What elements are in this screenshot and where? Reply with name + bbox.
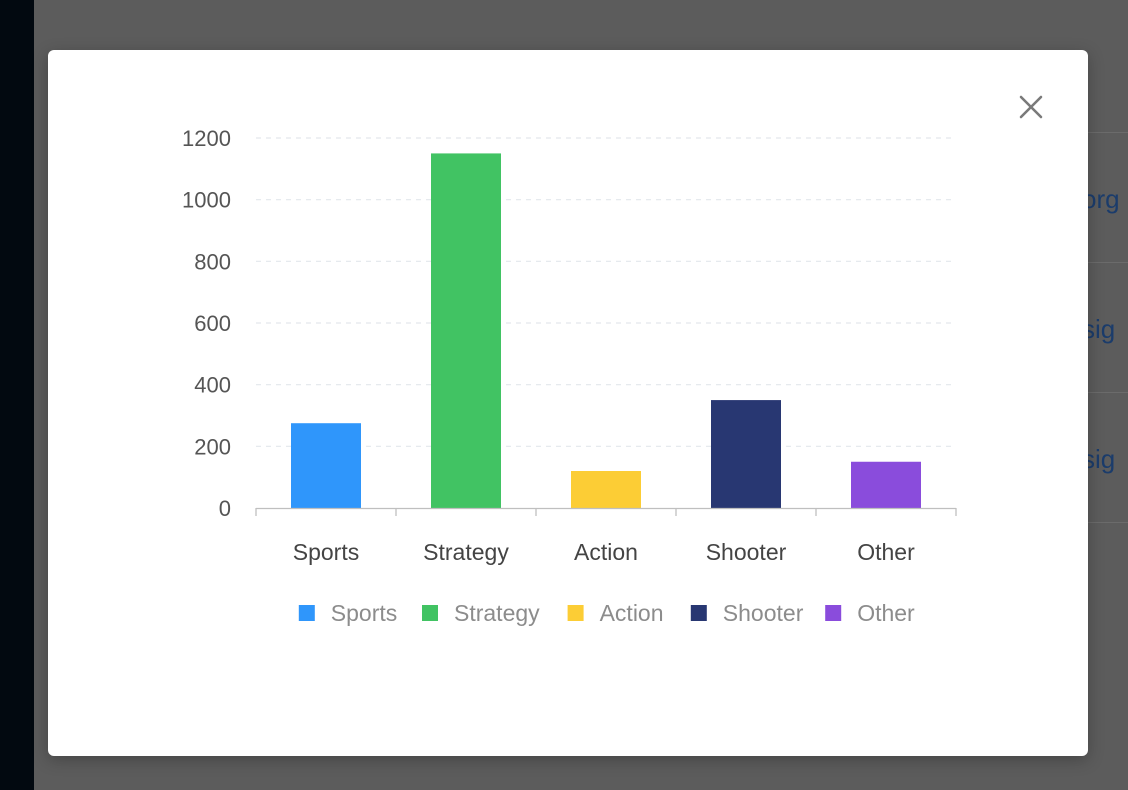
bars-layer [291,153,921,508]
background-row-divider [1060,522,1128,523]
legend-swatch [422,605,438,621]
legend-swatch [690,605,707,621]
x-tick-label: Action [574,539,638,565]
legend-label: Other [857,600,915,626]
grid-layer [256,137,956,447]
legend-layer: Sports Strategy Action Shooter Other [298,600,915,626]
background-row-divider [1060,132,1128,133]
x-tick-label: Other [857,539,915,565]
close-button[interactable] [1012,88,1050,126]
legend-swatch [825,605,842,621]
legend-label: Action [600,600,664,626]
bar-other [851,461,921,508]
x-tick-label: Strategy [423,539,509,565]
axis-layer: 0 200 400 600 800 1000 1200 Sports Strategy Actio… [182,126,957,565]
background-row-divider [1060,262,1128,263]
legend-swatch [298,605,315,621]
y-tick-label: 800 [194,249,231,274]
x-tick-label: Sports [293,539,359,565]
y-tick-label: 0 [219,496,231,521]
legend-label: Shooter [723,600,804,626]
bar-strategy [431,153,501,508]
chart-modal [48,50,1088,756]
background-row-divider [1060,392,1128,393]
close-icon [1019,95,1043,119]
bar-shooter [711,400,781,508]
bar-sports [291,423,361,508]
y-tick-label: 600 [194,311,231,336]
bar-action [571,471,641,508]
legend-swatch [567,605,584,621]
y-tick-label: 1000 [182,188,231,213]
y-tick-label: 200 [194,434,231,459]
legend-label: Strategy [454,600,540,626]
legend-label: Sports [331,600,397,626]
left-rail [0,0,34,790]
background-link[interactable]: org [1082,184,1120,214]
y-tick-label: 400 [194,373,231,398]
y-tick-label: 1200 [182,126,231,151]
x-tick-label: Shooter [706,539,787,565]
